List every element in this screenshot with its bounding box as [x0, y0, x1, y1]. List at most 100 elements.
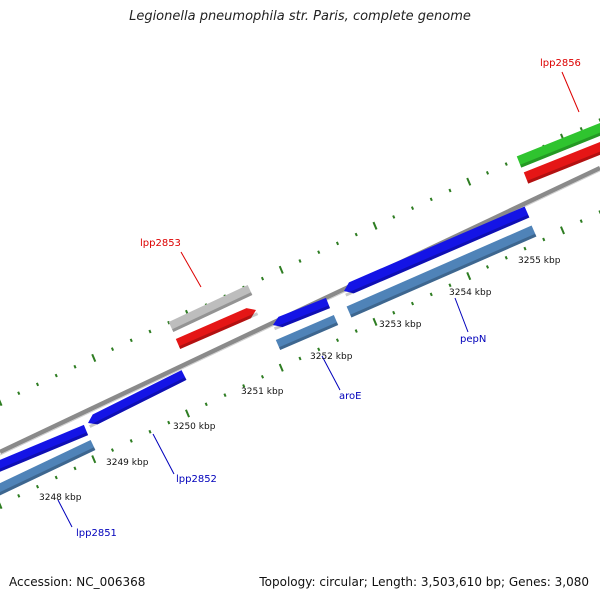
callout-line-lpp2852	[152, 433, 175, 475]
major-tick	[560, 226, 565, 235]
minor-tick	[110, 347, 115, 351]
minor-tick	[129, 338, 133, 343]
minor-tick	[429, 197, 433, 202]
minor-tick	[223, 393, 227, 397]
gene-red-lpp2853-shade	[178, 312, 259, 350]
scale-label-6: 3253 kbp	[379, 320, 422, 330]
minor-tick	[260, 276, 265, 281]
gene-blue-lpp2851-body	[0, 424, 89, 472]
minor-tick	[317, 347, 321, 352]
minor-tick	[110, 448, 115, 452]
minor-tick	[204, 402, 208, 407]
outer-tick-track	[0, 118, 600, 407]
minor-tick	[523, 246, 527, 251]
gene-label-pepN: pepN	[460, 334, 486, 345]
callout-line-aroE	[321, 355, 341, 391]
minor-tick	[335, 338, 340, 343]
minor-tick	[54, 475, 58, 480]
scale-label-5: 3252 kbp	[310, 352, 353, 362]
cds-pepN	[346, 225, 537, 318]
gene-blue-pepN-body	[344, 206, 530, 294]
minor-tick	[354, 329, 358, 333]
gene-blue-aroE-shade	[273, 305, 331, 331]
scale-label-3: 3250 kbp	[173, 422, 216, 432]
minor-tick	[167, 420, 171, 425]
cds-lpp2851	[0, 440, 96, 496]
minor-tick	[448, 188, 452, 193]
scale-label-2: 3249 kbp	[106, 458, 149, 468]
cds-lpp2851-body	[0, 440, 96, 496]
major-tick	[91, 455, 97, 464]
minor-tick	[298, 356, 302, 361]
callout-line-lpp2853	[180, 251, 202, 288]
scale-label-7: 3254 kbp	[449, 288, 492, 298]
minor-tick	[148, 429, 152, 434]
cds-aroE-shade	[278, 322, 339, 351]
cds-pepN-shade	[350, 233, 537, 318]
major-tick	[466, 177, 472, 186]
gene-label-lpp2856: lpp2856	[540, 58, 581, 69]
callout-line-lpp2856	[561, 71, 580, 113]
map-title: Legionella pneumophila str. Paris, compl…	[129, 9, 471, 24]
gene-label-lpp2851: lpp2851	[76, 528, 117, 539]
gene-blue-lpp2851-shade	[0, 432, 89, 472]
scale-label-1: 3248 kbp	[39, 493, 82, 503]
gene-blue-aroE-body	[273, 297, 331, 328]
minor-tick	[298, 259, 302, 263]
minor-tick	[335, 241, 340, 246]
gene-red-lpp2856-shade	[527, 151, 600, 184]
minor-tick	[429, 292, 433, 297]
gene-blue-aroE	[273, 297, 331, 331]
minor-tick	[485, 171, 490, 175]
minor-tick	[35, 484, 40, 489]
gene-grey-lpp2853	[168, 285, 253, 332]
minor-tick	[392, 215, 396, 219]
minor-tick	[317, 250, 321, 255]
cds-lpp2851-shade	[0, 447, 96, 496]
gene-label-lpp2852: lpp2852	[176, 474, 217, 485]
major-tick	[278, 363, 284, 372]
major-tick	[185, 409, 190, 418]
minor-tick	[448, 283, 452, 288]
major-tick	[278, 265, 284, 274]
minor-tick	[354, 232, 358, 237]
cds-aroE	[275, 314, 339, 351]
minor-tick	[54, 373, 58, 378]
gene-green-lpp2856-body	[516, 122, 600, 168]
minor-tick	[504, 162, 508, 166]
callout-line-pepN	[454, 297, 469, 333]
gene-label-lpp2853: lpp2853	[140, 238, 181, 249]
cds-aroE-body	[275, 314, 339, 351]
major-tick	[0, 502, 3, 510]
accession-text: Accession: NC_006368	[9, 575, 146, 589]
gene-grey-lpp2853-body	[168, 285, 253, 332]
gene-label-aroE: aroE	[339, 391, 361, 402]
gene-red-lpp2853	[175, 308, 259, 350]
minor-tick	[504, 255, 508, 260]
gene-blue-pepN	[344, 206, 530, 297]
minor-tick	[579, 219, 583, 224]
minor-tick	[485, 265, 490, 269]
major-tick	[372, 317, 378, 326]
cds-pepN-body	[346, 225, 537, 318]
minor-tick	[542, 237, 546, 242]
minor-tick	[129, 439, 133, 443]
gene-blue-lpp2851	[0, 424, 89, 472]
minor-tick	[260, 374, 265, 379]
major-tick	[466, 272, 472, 281]
minor-tick	[148, 329, 152, 334]
inner-tick-track	[0, 210, 600, 510]
minor-tick	[242, 384, 246, 388]
minor-tick	[410, 301, 415, 306]
minor-tick	[17, 391, 21, 396]
scale-label-4: 3251 kbp	[241, 387, 284, 397]
gene-red-lpp2856-body	[523, 141, 600, 184]
major-tick	[372, 221, 378, 230]
minor-tick	[73, 466, 77, 471]
gene-grey-lpp2853-shade	[172, 292, 253, 332]
gene-callouts: lpp2851 lpp2852 aroE pepN lpp2853 lpp2856	[57, 58, 581, 539]
major-tick	[91, 353, 97, 363]
scale-label-8: 3255 kbp	[518, 256, 561, 266]
